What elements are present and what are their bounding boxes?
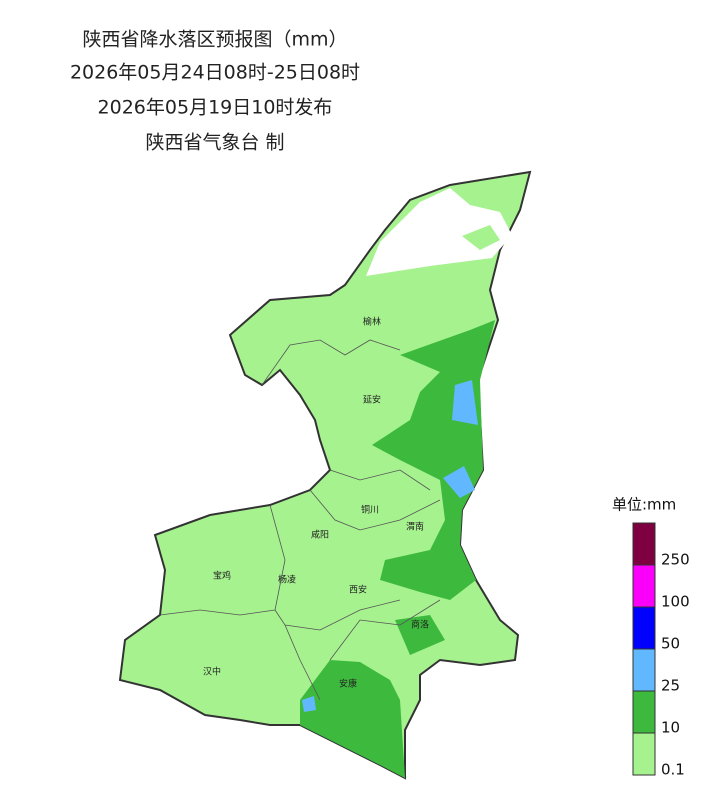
forecast-period: 2026年05月24日08时-25日08时 (70, 62, 360, 84)
city-label: 延安 (363, 394, 381, 406)
legend-label: 250 (661, 551, 690, 569)
legend-swatch (632, 606, 656, 650)
city-label: 渭南 (406, 521, 424, 533)
map-title: 陕西省降水落区预报图（mm） (82, 29, 347, 51)
legend-title: 单位:mm (612, 496, 676, 514)
issuer: 陕西省气象台 制 (145, 132, 284, 154)
city-label: 榆林 (363, 316, 381, 328)
city-label: 汉中 (203, 666, 221, 678)
legend-label: 10 (661, 719, 680, 737)
legend-label: 50 (661, 635, 680, 653)
no-rain-region (366, 188, 512, 276)
legend-swatch (632, 732, 656, 776)
legend: 0.1 10 25 50 100 250 (632, 522, 690, 779)
legend-swatch (632, 690, 656, 734)
city-label: 咸阳 (311, 529, 329, 541)
rain-region (452, 380, 478, 425)
city-label: 安康 (339, 678, 357, 690)
city-label: 杨凌 (278, 574, 296, 586)
legend-swatch (632, 648, 656, 692)
city-boundary (159, 339, 441, 701)
legend-swatch (632, 564, 656, 608)
rain-region (300, 660, 405, 778)
city-label: 铜川 (361, 504, 379, 516)
rain-region (302, 696, 316, 712)
legend-swatch (632, 522, 656, 566)
city-label: 商洛 (411, 619, 429, 631)
legend-label: 100 (661, 593, 690, 611)
rain-region (443, 466, 475, 498)
rain-region (462, 225, 500, 250)
legend-label: 25 (661, 677, 680, 695)
city-labels: 榆林 延安 铜川 渭南 咸阳 宝鸡 杨凌 西安 商洛 汉中 安康 (203, 316, 429, 690)
legend-label: 0.1 (661, 761, 685, 779)
issue-time: 2026年05月19日10时发布 (98, 97, 333, 119)
province-map (118, 170, 532, 780)
city-label: 西安 (349, 584, 367, 596)
city-label: 宝鸡 (213, 570, 231, 582)
rain-region (395, 615, 445, 655)
